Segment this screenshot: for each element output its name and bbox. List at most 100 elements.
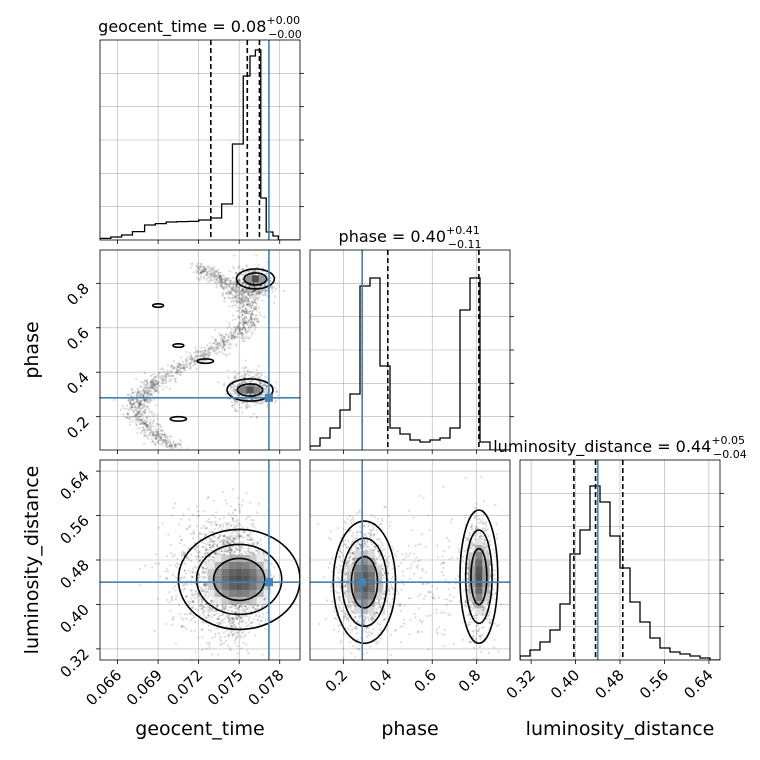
sample-point [150, 383, 153, 386]
sample-point [150, 383, 153, 387]
sample-point [142, 398, 145, 401]
sample-point [171, 365, 174, 368]
sample-point [246, 310, 249, 313]
sample-point [239, 375, 242, 378]
sample-point [199, 265, 202, 268]
sample-point [229, 279, 232, 282]
sample-point [182, 576, 185, 579]
sample-point [250, 307, 253, 310]
sample-point [134, 417, 137, 420]
sample-point [179, 373, 182, 376]
sample-point [241, 411, 244, 414]
sample-point [212, 542, 215, 545]
sample-point [262, 551, 265, 554]
sample-point [242, 320, 245, 323]
sample-point [231, 617, 234, 620]
sample-point [222, 631, 225, 634]
sample-point [223, 607, 226, 610]
sample-point [242, 326, 245, 329]
sample-point [205, 576, 208, 579]
histogram-geocent_time [100, 49, 300, 240]
sample-point [162, 433, 165, 437]
sample-point [181, 550, 184, 554]
sample-point [257, 364, 260, 367]
sample-point [172, 615, 175, 619]
sample-point [151, 379, 154, 382]
sample-point [247, 288, 250, 292]
sample-point [204, 610, 207, 613]
sample-point [241, 267, 244, 271]
sample-point [240, 294, 243, 297]
sample-point [239, 546, 242, 550]
sample-point [250, 292, 253, 295]
sample-point [190, 629, 193, 633]
sample-point [180, 518, 183, 521]
sample-point [155, 383, 158, 386]
sample-point [224, 291, 227, 294]
sample-point [255, 416, 258, 419]
sample-point [159, 368, 162, 371]
sample-point [225, 526, 228, 530]
sample-point [246, 552, 249, 555]
sample-point [154, 431, 157, 434]
sample-point [183, 625, 186, 628]
sample-point [135, 398, 138, 401]
sample-point [242, 333, 245, 336]
sample-point [143, 399, 146, 402]
sample-point [140, 394, 143, 398]
sample-point [225, 502, 228, 505]
sample-point [159, 375, 162, 378]
sample-point [264, 602, 267, 606]
sample-point [209, 273, 213, 276]
sample-point [237, 327, 240, 331]
sample-point [144, 408, 147, 411]
sample-point [210, 530, 213, 533]
sample-point [198, 279, 201, 282]
sample-point [233, 623, 236, 626]
sample-point [242, 289, 245, 292]
sample-point [199, 586, 203, 589]
sample-point [190, 532, 193, 535]
sample-point [196, 557, 199, 560]
sample-point [177, 365, 180, 368]
sample-point [231, 619, 234, 622]
sample-point [230, 330, 233, 333]
sample-point [196, 270, 199, 273]
sample-point [167, 370, 170, 373]
sample-point [194, 350, 197, 353]
sample-point [227, 616, 230, 619]
sample-point [216, 268, 220, 271]
sample-point [222, 607, 225, 610]
sample-point [224, 604, 228, 607]
sample-point [247, 618, 250, 621]
sample-point [264, 384, 268, 387]
sample-point [208, 346, 211, 349]
sample-point [241, 317, 244, 320]
sample-point [262, 383, 265, 386]
sample-point [221, 345, 224, 349]
sample-point [248, 300, 251, 303]
sample-point [232, 388, 235, 391]
sample-point [138, 394, 141, 397]
sample-point [237, 541, 241, 544]
sample-point [232, 625, 235, 628]
sample-point [217, 618, 220, 621]
sample-point [178, 535, 181, 538]
sample-point [253, 375, 256, 378]
sample-point [167, 445, 171, 448]
sample-point [245, 406, 248, 409]
sample-point [138, 411, 141, 414]
sample-point [222, 288, 225, 291]
sample-point [143, 383, 146, 386]
sample-point [182, 360, 185, 363]
sample-point [126, 412, 130, 415]
sample-point [221, 287, 225, 290]
sample-point [136, 406, 139, 409]
sample-point [170, 599, 173, 602]
sample-point [233, 296, 236, 299]
sample-point [218, 276, 221, 280]
sample-point [251, 304, 255, 307]
sample-point [203, 596, 206, 599]
sample-point [247, 326, 250, 329]
sample-point [159, 428, 162, 431]
